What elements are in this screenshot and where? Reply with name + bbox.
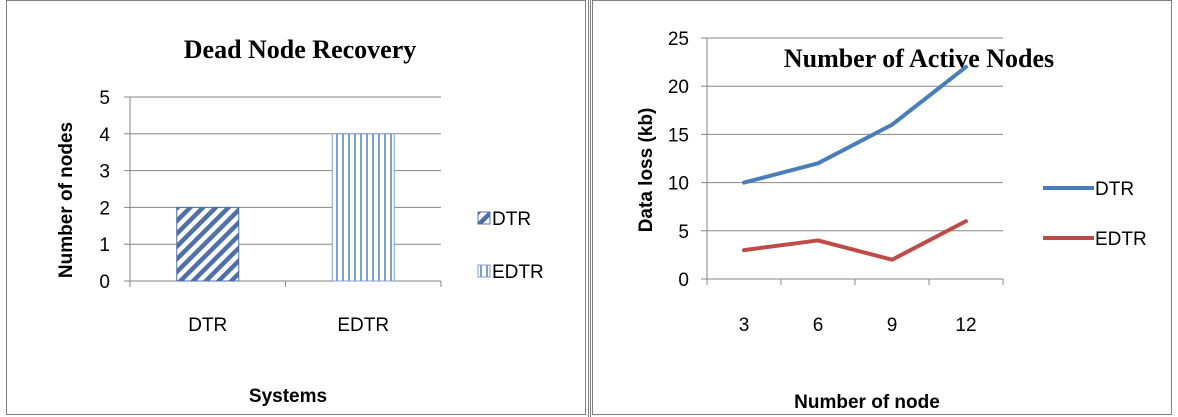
bar-dtr: [176, 206, 240, 282]
bar-chart-xlabel: Systems: [249, 386, 327, 407]
line-x-tick-label: 3: [739, 315, 750, 336]
line-chart-y-ticks: 0 5 10 15 20 25: [668, 29, 689, 291]
line-chart-ylabel: Data loss (kb): [636, 108, 657, 233]
line-chart-gridlines: [701, 37, 1004, 285]
bar-chart-legend: DTR EDTR: [477, 209, 544, 283]
line-y-tick-label: 10: [668, 174, 689, 195]
line-series-dtr: [742, 64, 968, 185]
line-y-tick-label: 20: [668, 77, 689, 98]
bar-x-tick-label: DTR: [188, 315, 227, 336]
bar-legend-label-edtr: EDTR: [492, 262, 544, 283]
line-x-tick-label: 6: [813, 315, 824, 336]
bar-y-tick-label: 1: [99, 235, 110, 256]
line-x-tick-label: 9: [887, 315, 898, 336]
bar-y-tick-label: 3: [99, 162, 110, 183]
line-chart-title: Number of Active Nodes: [784, 44, 1054, 73]
bar-legend-label-dtr: DTR: [492, 209, 531, 230]
bar-chart-title: Dead Node Recovery: [184, 35, 417, 64]
line-y-tick-label: 25: [668, 29, 689, 50]
line-chart-series: [742, 64, 968, 262]
line-series-edtr: [742, 219, 968, 262]
bar-y-tick-label: 2: [99, 198, 110, 219]
line-chart-xlabel: Number of node: [794, 392, 940, 413]
bar-edtr: [331, 133, 395, 282]
bar-y-tick-label: 5: [99, 88, 110, 109]
legend-swatch-edtr: [477, 264, 491, 278]
bar-y-tick-label: 0: [99, 272, 110, 293]
line-y-tick-label: 0: [678, 270, 689, 291]
right-chart-frame: [592, 0, 1172, 415]
bar-chart-ylabel: Number of nodes: [56, 122, 77, 278]
legend-swatch-dtr: [477, 211, 491, 225]
bar-chart-x-ticks: DTR EDTR: [188, 315, 389, 336]
bar-x-tick-label: EDTR: [337, 315, 389, 336]
separator-line: [588, 0, 589, 417]
bar-chart-bars: [176, 133, 395, 282]
bar-y-tick-label: 4: [99, 125, 110, 146]
separator-line-2: [590, 0, 591, 417]
line-x-tick-label: 12: [955, 315, 976, 336]
line-y-tick-label: 15: [668, 125, 689, 146]
line-y-tick-label: 5: [678, 222, 689, 243]
line-legend-label-dtr: DTR: [1095, 179, 1134, 200]
bar-chart-y-ticks: 0 1 2 3 4 5: [99, 88, 110, 293]
line-chart-x-ticks: 3 6 9 12: [739, 315, 977, 336]
line-legend-label-edtr: EDTR: [1095, 229, 1147, 250]
line-chart-legend: DTR EDTR: [1043, 179, 1147, 250]
